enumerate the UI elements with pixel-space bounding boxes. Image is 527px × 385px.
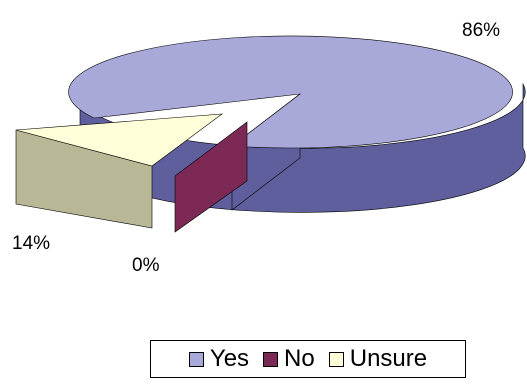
legend-swatch-yes [188, 351, 204, 367]
legend-item-unsure: Unsure [328, 345, 428, 372]
legend-swatch-unsure [328, 351, 344, 367]
legend-item-yes: Yes [188, 345, 250, 372]
legend-label-no: No [284, 345, 315, 372]
legend-label-unsure: Unsure [349, 345, 428, 372]
legend-item-no: No [263, 347, 315, 371]
legend-label-yes: Yes [209, 345, 250, 372]
data-label-unsure: 14% [12, 233, 51, 254]
slice-no [174, 121, 248, 233]
chart-legend: Yes No Unsure [150, 340, 466, 378]
slice-yes [68, 35, 513, 149]
data-label-yes: 86% [462, 20, 501, 41]
legend-swatch-no [263, 351, 279, 367]
slice-unsure [15, 113, 224, 167]
data-label-no: 0% [132, 255, 160, 276]
